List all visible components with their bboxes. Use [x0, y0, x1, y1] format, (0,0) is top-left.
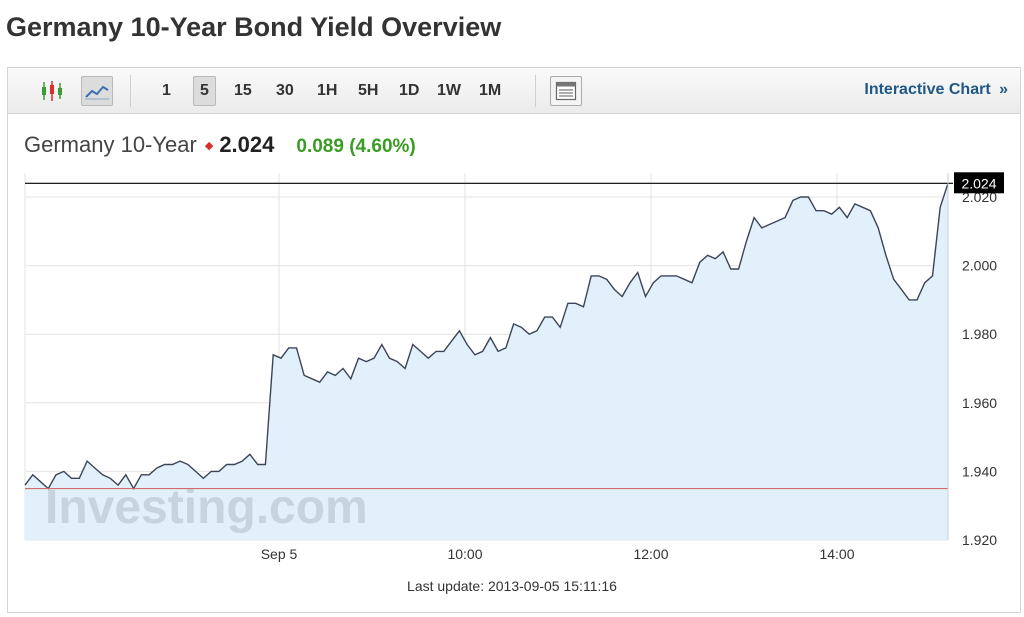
period-button-30[interactable]: 30 [276, 82, 294, 99]
period-button-5h[interactable]: 5H [358, 82, 379, 99]
toolbar-separator [130, 75, 131, 107]
last-update: Last update: 2013-09-05 15:11:16 [407, 578, 617, 594]
interactive-chart-label: Interactive Chart [864, 81, 991, 98]
y-tick-label: 1.960 [962, 395, 997, 411]
down-arrow-icon: ◆ [204, 140, 214, 152]
price-change: 0.089 (4.60%) [296, 136, 416, 157]
quote-header: Germany 10-Year ◆ 2.024 0.089 (4.60%) [24, 132, 416, 158]
y-tick-label: 2.000 [962, 258, 997, 274]
line-chart-icon[interactable] [81, 76, 113, 106]
period-button-1w[interactable]: 1W [437, 82, 461, 99]
instrument-name: Germany 10-Year [24, 132, 197, 157]
toolbar-separator [535, 75, 536, 107]
x-tick-label: 14:00 [819, 546, 854, 562]
y-tick-label: 1.940 [962, 463, 997, 479]
chart-widget: 1 5 15 30 1H 5H 1D 1W 1M Interactive Chart » Ger… [7, 67, 1021, 613]
last-price: 2.024 [219, 132, 275, 157]
series-area [25, 183, 948, 541]
table-view-icon[interactable] [550, 76, 582, 106]
current-value-box [954, 172, 1004, 194]
period-button-15[interactable]: 15 [234, 82, 252, 99]
chart-toolbar: 1 5 15 30 1H 5H 1D 1W 1M Interactive Chart » [8, 68, 1020, 114]
current-value-label: 2.024 [961, 175, 996, 191]
y-tick-label: 1.980 [962, 326, 997, 342]
interactive-chart-link[interactable]: Interactive Chart » [864, 81, 1008, 99]
y-tick-label: 1.920 [962, 532, 997, 548]
x-tick-label: Sep 5 [261, 546, 298, 562]
double-chevron-right-icon: » [999, 81, 1008, 98]
x-tick-label: 12:00 [633, 546, 668, 562]
candlestick-icon[interactable] [36, 76, 68, 106]
period-button-5[interactable]: 5 [193, 76, 216, 106]
period-button-1m[interactable]: 1M [479, 82, 502, 99]
series-line [24, 183, 949, 491]
page-title: Germany 10-Year Bond Yield Overview [6, 12, 502, 42]
period-button-1[interactable]: 1 [162, 82, 171, 99]
period-button-1h[interactable]: 1H [317, 82, 338, 99]
watermark-logo: Investing.com [45, 481, 368, 534]
x-tick-label: 10:00 [447, 546, 482, 562]
period-button-1d[interactable]: 1D [399, 82, 420, 99]
